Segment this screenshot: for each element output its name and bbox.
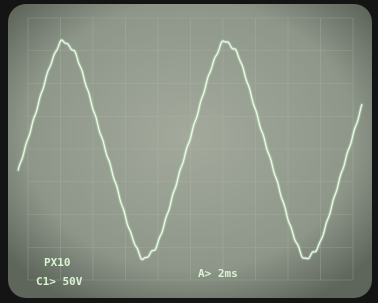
oscilloscope-photo: PX10 C1> 50V A> 2ms [0,0,378,303]
channel-scale: C1> 50V [36,275,83,288]
screen [8,4,372,298]
probe-label: PX10 [44,256,71,269]
page: PX10 C1> 50V A> 2ms (() => { const data … [0,0,378,303]
time-scale: A> 2ms [198,267,238,280]
